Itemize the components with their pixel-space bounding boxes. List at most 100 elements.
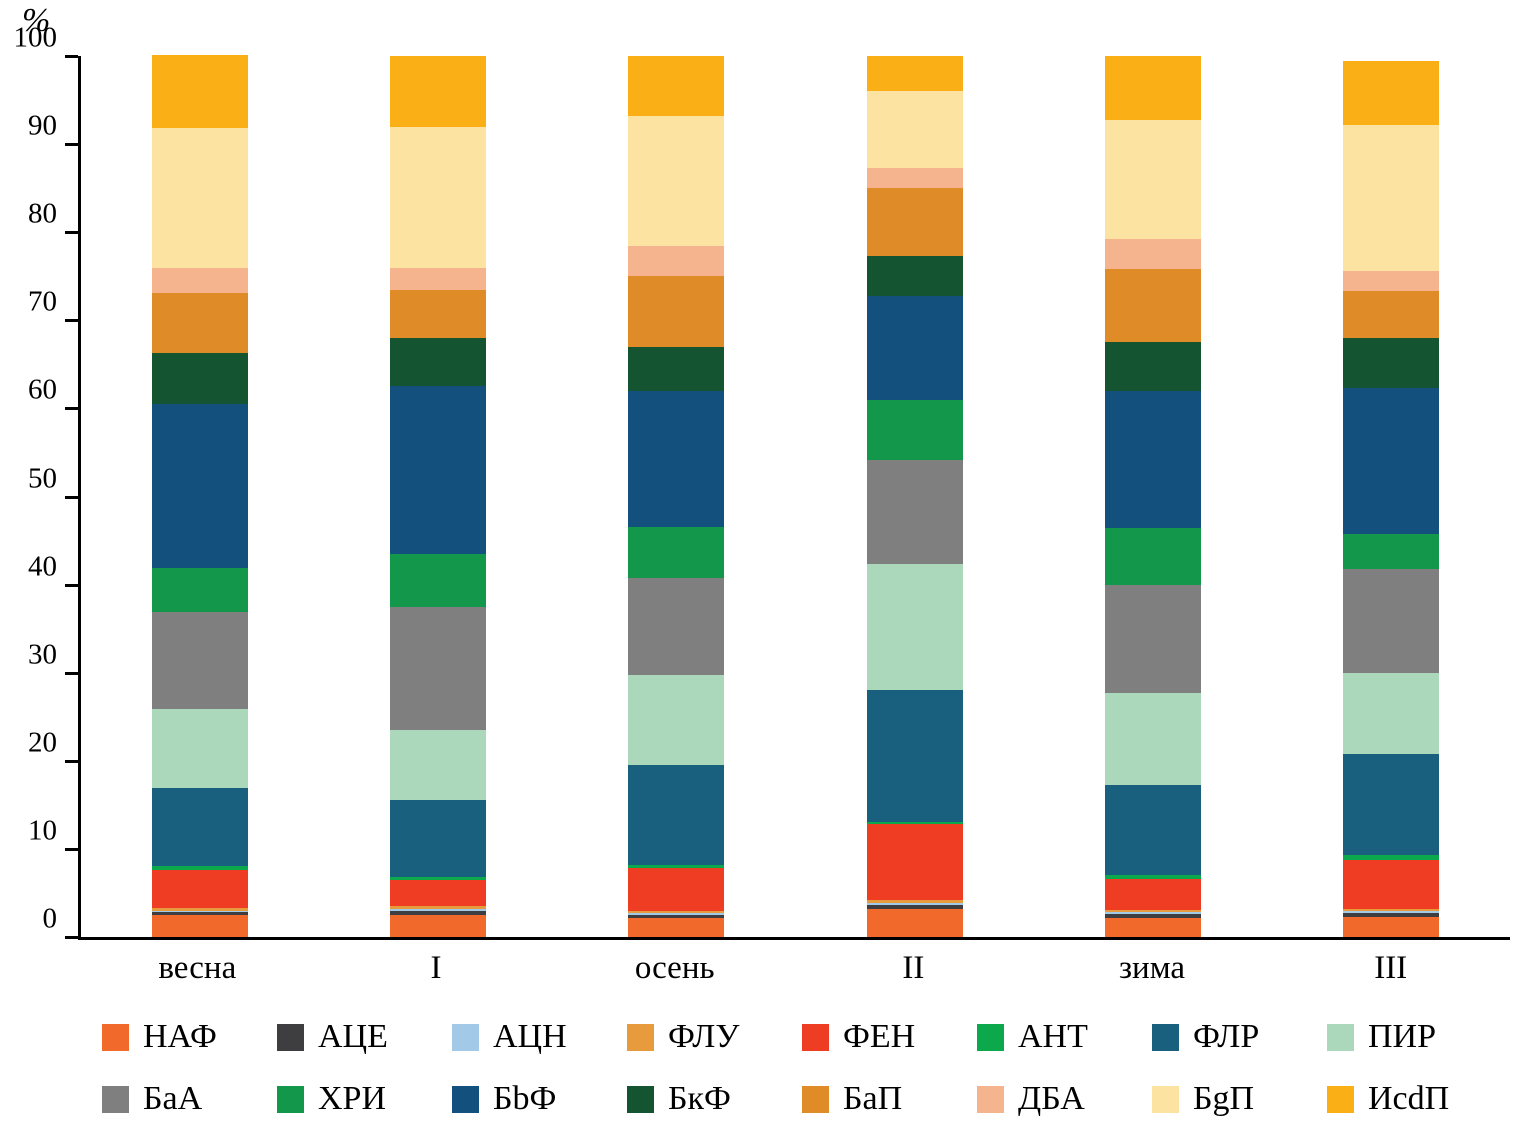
y-tick [65, 55, 78, 58]
bar-segment-АНТ [390, 877, 487, 880]
bar-segment-НАФ [1342, 916, 1439, 937]
legend-label: БbФ [493, 1080, 557, 1117]
bar-segment-БbФ [1104, 390, 1201, 529]
bar-segment-БgП [1104, 120, 1201, 240]
bar-segment-ДБА [390, 267, 487, 290]
y-tick [65, 671, 78, 675]
bar-segment-БкФ [628, 346, 725, 391]
bar-segment-БкФ [1104, 341, 1201, 391]
bar-segment-БаА [866, 459, 963, 565]
legend-item-ИсdП: ИсdП [1327, 1080, 1502, 1118]
bar-segment-ИсdП [1342, 60, 1439, 125]
legend-swatch [277, 1023, 304, 1051]
bar-segment-АЦН [866, 902, 963, 906]
bar-segment-БbФ [152, 404, 249, 568]
legend-swatch [1152, 1085, 1179, 1113]
bar-segment-БаА [1342, 568, 1439, 673]
y-tick-label: 0 [42, 902, 58, 935]
legend-item-ФЛР: ФЛР [1152, 1018, 1327, 1056]
bar-segment-БgП [152, 128, 249, 269]
bar-segment-АНТ [1342, 855, 1439, 860]
legend-label: АНТ [1018, 1018, 1088, 1055]
legend-label: АЦН [493, 1018, 567, 1055]
legend-label: АЦЕ [318, 1018, 388, 1055]
stacked-bar-осень [628, 56, 725, 937]
bar-segment-АЦЕ [866, 905, 963, 909]
bar-segment-ФЕН [1104, 878, 1201, 910]
x-axis-label: III [1374, 950, 1408, 986]
bar-segment-БаА [628, 577, 725, 675]
bar-segment-ФЛР [152, 788, 249, 866]
bar-segment-АЦЕ [1342, 913, 1439, 917]
legend-item-БgП: БgП [1152, 1080, 1327, 1118]
legend-label: ФЕН [843, 1018, 916, 1055]
legend-swatch [802, 1023, 829, 1051]
legend-swatch [627, 1085, 654, 1113]
bar-segment-ФЛУ [866, 900, 963, 903]
bar-segment-ИсdП [390, 56, 487, 127]
legend-item-АНТ: АНТ [977, 1018, 1152, 1056]
bar-segment-ПИР [152, 708, 249, 789]
bar-segment-БкФ [1342, 338, 1439, 389]
bar-segment-ИсdП [628, 56, 725, 117]
stacked-bar-зима [1104, 56, 1201, 937]
bar-segment-ДБА [1342, 271, 1439, 292]
bar-segment-АНТ [152, 865, 249, 871]
bar-segment-ХРИ [1342, 533, 1439, 569]
bar-segment-НАФ [152, 914, 249, 937]
stacked-bar-II [866, 56, 963, 937]
bar-segment-ХРИ [1104, 528, 1201, 585]
bar-segment-ДБА [866, 167, 963, 189]
legend-item-БbФ: БbФ [452, 1080, 627, 1118]
legend-item-ПИР: ПИР [1327, 1018, 1502, 1056]
bar-segment-БкФ [390, 338, 487, 387]
y-tick [65, 759, 78, 763]
y-tick [65, 936, 78, 939]
bar-segment-ПИР [866, 564, 963, 691]
bar-segment-ИсdП [152, 55, 249, 129]
bar-segment-ФЛР [390, 800, 487, 878]
bar-segment-ИсdП [1104, 56, 1201, 121]
bar-segment-БаП [152, 293, 249, 353]
bar-segment-БкФ [866, 256, 963, 296]
bar-segment-БgП [1342, 124, 1439, 272]
legend-label: ФЛУ [668, 1018, 740, 1055]
bar-segment-ФЛУ [1342, 908, 1439, 912]
bar-segment-ФЛУ [152, 907, 249, 911]
bar-segment-БаП [866, 188, 963, 257]
bar-segment-ПИР [1342, 672, 1439, 754]
legend-swatch [452, 1085, 479, 1113]
bar-segment-АНТ [628, 864, 725, 869]
legend-swatch [452, 1023, 479, 1051]
legend-label: ХРИ [318, 1080, 387, 1117]
bar-segment-БкФ [152, 352, 249, 405]
legend-label: БкФ [668, 1080, 731, 1117]
legend: НАФ АЦЕ АЦН ФЛУ ФЕН АНТ ФЛР ПИР БаА ХРИ БbФ БкФ БаП Д… [102, 1018, 1502, 1118]
bar-segment-ХРИ [390, 553, 487, 607]
bar-segment-ХРИ [628, 527, 725, 578]
legend-swatch [977, 1023, 1004, 1051]
legend-swatch [1152, 1023, 1179, 1051]
bar-segment-БgП [628, 116, 725, 246]
legend-item-ФЕН: ФЕН [802, 1018, 977, 1056]
x-axis-label: I [430, 950, 442, 986]
legend-swatch [627, 1023, 654, 1051]
y-tick [65, 847, 78, 851]
bar-segment-ФЛР [866, 690, 963, 822]
bar-segment-ДБА [152, 268, 249, 294]
bar-segment-ФЛУ [628, 910, 725, 914]
legend-item-БаП: БаП [802, 1080, 977, 1118]
bar-segment-АЦЕ [1104, 914, 1201, 918]
bar-segment-ДБА [628, 245, 725, 277]
y-tick [65, 143, 78, 147]
legend-label: НАФ [143, 1018, 217, 1055]
legend-label: БаП [843, 1080, 903, 1117]
bar-segment-ХРИ [152, 567, 249, 612]
legend-item-ФЛУ: ФЛУ [627, 1018, 802, 1056]
bar-segment-ФЛУ [390, 906, 487, 909]
y-tick-label: 100 [13, 21, 58, 54]
y-tick-label: 60 [28, 373, 57, 406]
bar-segment-БbФ [628, 390, 725, 528]
bar-segment-АНТ [866, 821, 963, 825]
